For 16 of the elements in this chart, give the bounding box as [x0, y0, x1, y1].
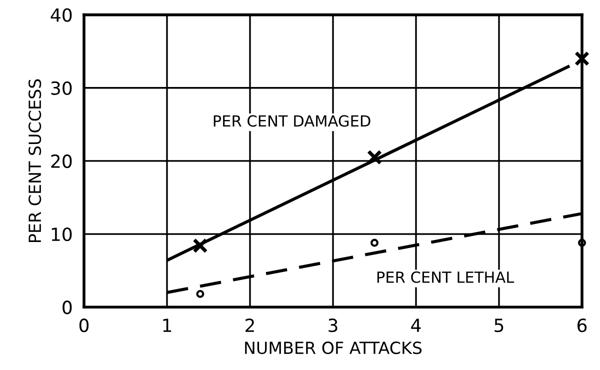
- y-tick-label: 0: [62, 300, 72, 314]
- y-tick-label: 30: [51, 81, 72, 95]
- x-tick-label: 5: [494, 318, 504, 332]
- x-tick-label: 6: [578, 318, 587, 332]
- y-tick-label: 20: [51, 154, 72, 168]
- x-tick-label: 3: [328, 318, 338, 332]
- x-tick-label: 0: [79, 318, 89, 332]
- y-tick-label: 40: [50, 8, 72, 22]
- y-axis-title: PER CENT SUCCESS: [28, 79, 42, 242]
- y-tick-label: 10: [52, 227, 72, 242]
- x-tick-label: 1: [163, 318, 172, 332]
- text: PER CENT DAMAGED: [214, 115, 370, 127]
- x-tick-label: 4: [411, 318, 421, 332]
- series-label: PER CENT LETHAL: [377, 271, 514, 283]
- x-tick-label: 2: [246, 318, 254, 332]
- x-axis-title: NUMBER OF ATTACKS: [245, 342, 422, 354]
